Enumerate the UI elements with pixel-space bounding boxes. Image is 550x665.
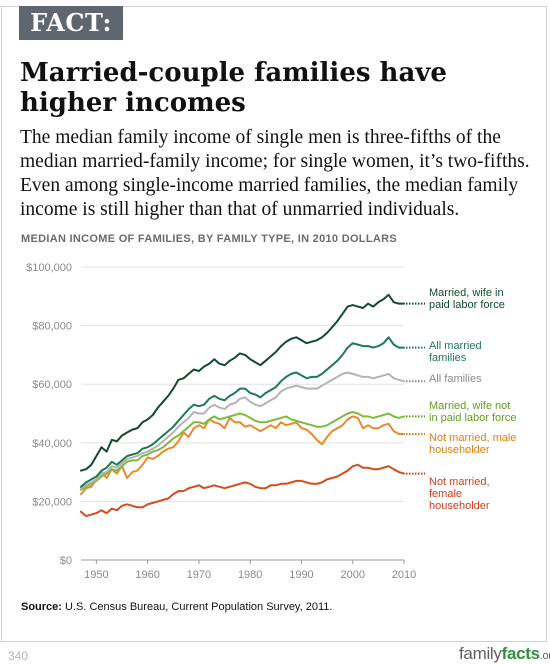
series-line: [80, 336, 405, 488]
series-label: Married, wife not: [429, 400, 510, 412]
series-label: paid labor force: [429, 299, 505, 311]
x-tick-label: 2000: [340, 569, 364, 581]
subhead: The median family income of single men i…: [20, 127, 530, 220]
chart-title: MEDIAN INCOME OF FAMILIES, BY FAMILY TYP…: [21, 233, 397, 245]
series-label: All families: [429, 373, 482, 385]
source-note: Source: U.S. Census Bureau, Current Popu…: [21, 601, 332, 613]
line-chart: $0 $20,000 $40,000 $60,000 $80,000 $100,000 19…: [26, 262, 516, 581]
headline: Married-couple families have higher inco…: [20, 58, 447, 118]
series-label: Married, wife in: [429, 287, 504, 299]
x-tick-label: 1980: [238, 569, 262, 581]
series-label: in paid labor force: [429, 412, 516, 424]
fact-tag: FACT:: [19, 6, 123, 40]
y-tick-label: $0: [60, 555, 72, 567]
series-label: Not married,: [429, 476, 490, 488]
logo-part-family: family: [459, 644, 502, 663]
x-tick-label: 1970: [187, 569, 211, 581]
page-number: 340: [8, 649, 29, 663]
series-label: female: [429, 488, 462, 500]
logo-part-facts: facts: [501, 644, 540, 663]
series-label: householder: [429, 444, 490, 456]
series-line: [80, 411, 405, 491]
x-tick-label: 2010: [392, 569, 416, 581]
x-tick-label: 1960: [135, 569, 159, 581]
y-tick-label: $80,000: [32, 321, 72, 333]
series-label: families: [429, 352, 467, 364]
source-label: Source:: [21, 601, 62, 613]
y-tick-label: $40,000: [32, 438, 72, 450]
infographic-frame: [1, 6, 547, 642]
series-label: householder: [429, 500, 490, 512]
y-tick-label: $20,000: [32, 496, 72, 508]
series-line: [80, 371, 405, 490]
series-label: Not married, male: [429, 432, 516, 444]
familyfacts-logo: familyfacts.org: [459, 644, 550, 664]
y-tick-label: $100,000: [26, 262, 72, 274]
series-line: [80, 463, 405, 518]
x-tick-label: 1950: [84, 569, 108, 581]
logo-part-org: .org: [539, 650, 550, 662]
series-line: [80, 415, 405, 496]
x-tick-label: 1990: [289, 569, 313, 581]
y-tick-label: $60,000: [32, 379, 72, 391]
series-line: [80, 293, 405, 472]
series-label: All married: [429, 340, 482, 352]
source-text: U.S. Census Bureau, Current Population S…: [65, 601, 333, 613]
